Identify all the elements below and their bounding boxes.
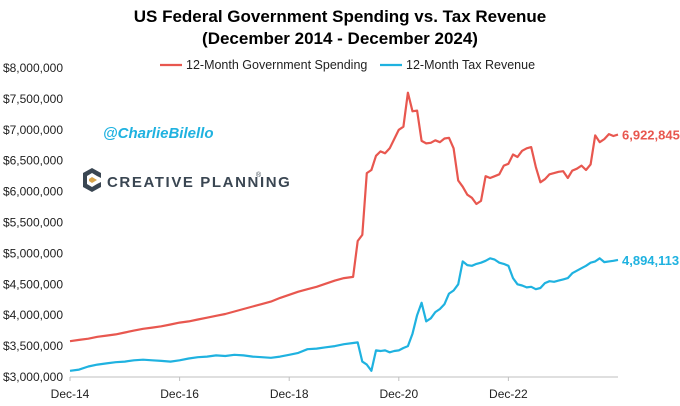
x-tick-label: Dec-14	[51, 387, 90, 401]
y-tick-label: $8,000,000	[3, 61, 63, 75]
creative-planning-logo: CREATIVE PLANNING ®	[83, 168, 291, 192]
y-tick-label: $4,500,000	[3, 277, 63, 291]
y-tick-label: $7,000,000	[3, 123, 63, 137]
y-tick-label: $7,500,000	[3, 92, 63, 106]
y-tick-label: $6,000,000	[3, 185, 63, 199]
legend-label: 12-Month Tax Revenue	[406, 58, 535, 72]
legend-label: 12-Month Government Spending	[186, 58, 367, 72]
brand-registered-mark: ®	[256, 171, 262, 179]
spending-line	[69, 91, 619, 343]
chart-subtitle: (December 2014 - December 2024)	[202, 29, 478, 48]
x-tick-label: Dec-16	[160, 387, 199, 401]
revenue-line	[69, 257, 619, 372]
x-tick-label: Dec-18	[270, 387, 309, 401]
x-axis: Dec-14 Dec-16 Dec-18 Dec-20 Dec-22	[51, 377, 528, 401]
revenue-end-label: 4,894,113	[622, 253, 679, 268]
x-tick-label: Dec-22	[489, 387, 528, 401]
y-tick-label: $3,500,000	[3, 339, 63, 353]
y-tick-label: $4,000,000	[3, 308, 63, 322]
brand-text: CREATIVE PLANNING	[107, 174, 291, 191]
x-tick-label: Dec-20	[379, 387, 418, 401]
y-axis: $3,000,000 $3,500,000 $4,000,000 $4,500,000…	[3, 61, 63, 384]
creative-planning-icon	[83, 168, 101, 192]
end-labels: 6,922,845 4,894,113	[622, 128, 680, 268]
y-tick-label: $3,000,000	[3, 370, 63, 384]
y-tick-label: $5,000,000	[3, 246, 63, 260]
legend: 12-Month Government Spending 12-Month Tax…	[160, 58, 535, 72]
twitter-handle: @CharlieBilello	[103, 125, 214, 142]
spending-end-label: 6,922,845	[622, 128, 680, 143]
chart-title: US Federal Government Spending vs. Tax R…	[134, 7, 547, 26]
series-group	[69, 91, 619, 372]
y-tick-label: $5,500,000	[3, 216, 63, 230]
y-tick-label: $6,500,000	[3, 154, 63, 168]
